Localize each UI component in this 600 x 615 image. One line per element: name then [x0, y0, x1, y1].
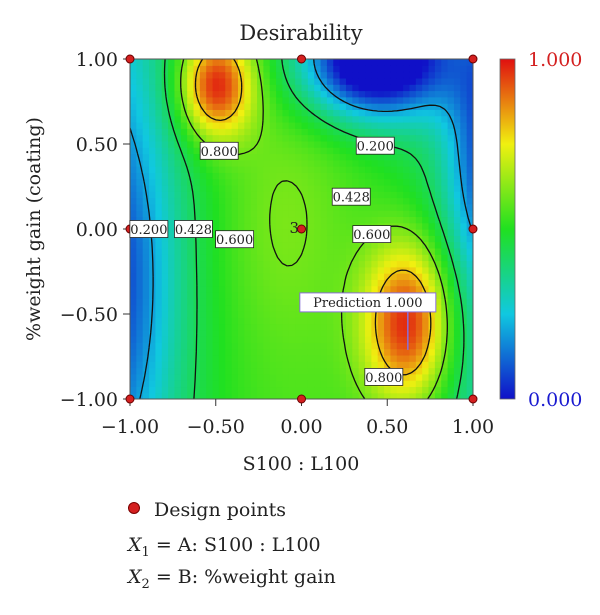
colorbar [499, 58, 516, 400]
x-tick-label: −1.00 [101, 416, 159, 438]
contour-label: 0.800 [365, 371, 402, 386]
design-point [297, 224, 306, 234]
contour-label-box [129, 220, 169, 238]
contour-label-box [199, 141, 239, 160]
contour-labels: 0.800 0.200 0.428 0.600 0.200 0.428 0.600 0.800… [129, 136, 437, 386]
contour-label: 0.200 [357, 140, 394, 155]
design-point-marker-icon [128, 502, 140, 514]
colorbar-max-label: 1.000 [528, 49, 582, 71]
design-point [125, 54, 135, 64]
prediction-label: Prediction 1.000 [313, 296, 422, 311]
y-tick-label: −0.50 [60, 304, 118, 326]
contour-label: 0.800 [201, 145, 238, 160]
colorbar-min-label: 0.000 [528, 389, 582, 411]
x1-definition: = A: S100 : L100 [149, 534, 321, 556]
legend-design-points-label: Design points [154, 499, 287, 521]
contour-label-box [174, 220, 213, 238]
y-tick-label: 0.50 [76, 134, 118, 156]
prediction-label-box [299, 292, 437, 313]
x2-symbol: X2 [128, 566, 150, 592]
contour-label-box [364, 367, 404, 386]
contour-label-box [215, 230, 255, 249]
contour-label: 0.600 [353, 228, 390, 243]
x2-definition: = B: %weight gain [149, 566, 336, 588]
design-point [297, 54, 306, 64]
x-tick-label: 0.00 [280, 416, 322, 438]
design-point [125, 394, 135, 404]
x1-symbol: X1 [128, 534, 150, 560]
contour-label-box [355, 136, 395, 155]
contour-label: 0.200 [130, 223, 167, 238]
x-tick-label: 0.50 [366, 416, 408, 438]
legend-x1: X1 = A: S100 : L100 [128, 534, 321, 560]
contour-label: 0.428 [333, 191, 370, 206]
design-point [468, 54, 478, 64]
x-axis-label: S100 : L100 [243, 453, 360, 475]
center-point-count: 3 [290, 219, 300, 237]
x-tick-label: 1.00 [452, 416, 494, 438]
heatmap-surface [130, 59, 473, 399]
y-tick-label: 1.00 [76, 49, 118, 71]
legend-x2: X2 = B: %weight gain [128, 566, 336, 592]
design-point [468, 394, 478, 404]
legend-design-points: Design points [128, 499, 286, 521]
chart-title: Desirability [239, 21, 362, 45]
contour-line [163, 59, 465, 399]
x-tick-label: −0.50 [187, 416, 245, 438]
design-point [468, 224, 478, 234]
contour-label: 0.428 [175, 223, 212, 238]
contour-label-box [331, 187, 371, 206]
axis-ticks: −1.00 −1.00 −0.50 −0.50 0.00 0.00 0.50 0.50 1.00… [60, 49, 494, 438]
y-tick-label: −1.00 [60, 389, 118, 411]
design-point [297, 394, 306, 404]
y-axis-label: %weight gain (coating) [23, 117, 45, 341]
contour-label: 0.600 [216, 233, 253, 248]
y-tick-label: 0.00 [76, 219, 118, 241]
contour-label-box [352, 225, 392, 244]
